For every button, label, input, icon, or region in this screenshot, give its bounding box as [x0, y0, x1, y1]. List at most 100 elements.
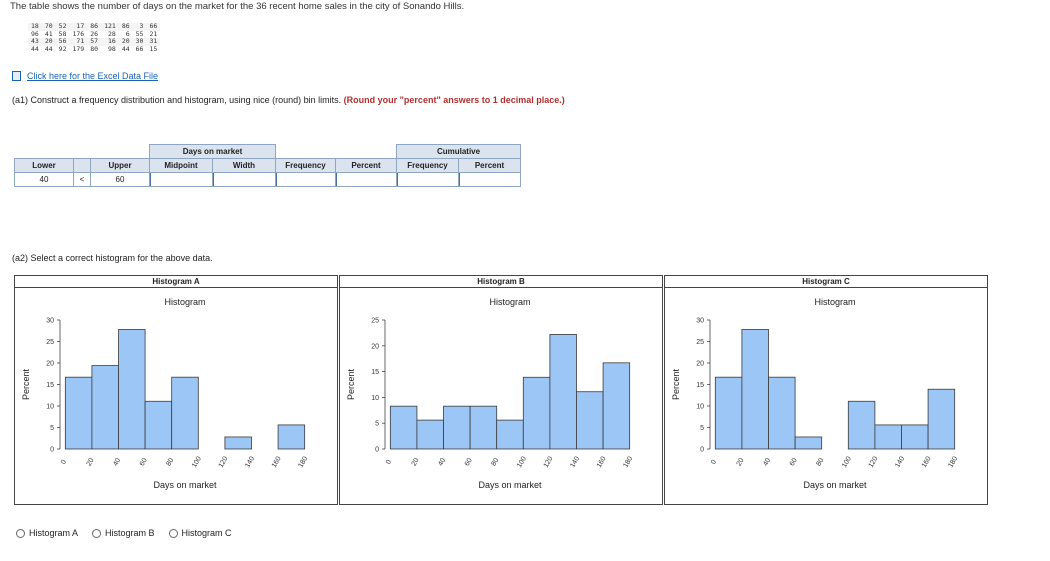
radio-icon[interactable]: [92, 528, 102, 538]
x-axis-label: Days on market: [153, 480, 217, 490]
intro-text: The table shows the number of days on th…: [10, 1, 465, 12]
y-tick-label: 20: [371, 343, 379, 350]
y-axis-label: Percent: [671, 368, 681, 400]
x-tick-label: 120: [868, 455, 880, 469]
header-lt: [73, 158, 91, 173]
histogram-c-panel: Histogram C Histogram Percent 0 5 10 15 20 25 30…: [664, 275, 988, 505]
histogram-bar: [224, 436, 252, 450]
raw-data-table: 18 70 52 17 86 121 86 3 66 96 41 58 176 26 28 6 55 21 43 20…: [28, 22, 161, 54]
histogram-bar: [901, 424, 929, 450]
y-tick-label: 5: [375, 421, 379, 428]
header-upper: Upper: [90, 158, 150, 173]
y-tick-label: 10: [371, 395, 379, 402]
cell-lower: 40: [14, 172, 74, 187]
cell-lt: <: [73, 172, 91, 187]
histogram-bar: [522, 376, 551, 450]
frequency-input[interactable]: [276, 173, 335, 186]
raw-data-cell: 80: [90, 44, 99, 53]
width-input[interactable]: [213, 173, 275, 186]
histogram-bar: [847, 400, 876, 450]
blank-header: [276, 145, 397, 159]
x-tick-label: 80: [165, 457, 175, 467]
histogram-bar: [118, 329, 146, 450]
histogram-bar: [927, 388, 956, 450]
radio-icon[interactable]: [16, 528, 25, 538]
raw-data-cell: 66: [146, 22, 161, 31]
x-tick-label: 140: [244, 455, 256, 469]
x-tick-label: 140: [894, 455, 906, 469]
midpoint-input[interactable]: [150, 173, 212, 186]
radio-icon[interactable]: [168, 528, 178, 538]
y-tick-label: 25: [371, 318, 379, 325]
option-histogram-c[interactable]: Histogram C: [168, 528, 232, 538]
histogram-bar: [389, 405, 418, 450]
x-tick-label: 0: [710, 459, 718, 466]
x-tick-label: 120: [218, 455, 230, 469]
x-tick-label: 20: [86, 457, 96, 467]
question-a2: (a2) Select a correct histogram for the …: [12, 253, 213, 263]
y-tick-label: 30: [46, 318, 54, 325]
y-tick-label: 0: [50, 447, 54, 454]
x-axis-label: Days on market: [803, 480, 867, 490]
raw-data-cell: 44: [44, 44, 53, 53]
percent-input[interactable]: [336, 173, 396, 186]
option-label: Histogram B: [105, 528, 155, 538]
histogram-bar: [171, 376, 199, 450]
y-tick-label: 0: [375, 447, 379, 454]
raw-data-cell: 15: [149, 44, 158, 53]
histogram-bar: [602, 362, 631, 450]
y-tick-label: 15: [371, 369, 379, 376]
x-tick-label: 180: [297, 455, 309, 469]
x-tick-label: 40: [112, 457, 122, 467]
raw-data-cell: 21: [149, 29, 158, 38]
raw-data-cell: 28: [107, 29, 116, 38]
histogram-bar: [768, 376, 796, 450]
histogram-bar: [496, 419, 524, 450]
x-tick-label: 0: [60, 459, 68, 466]
question-a1: (a1) Construct a frequency distribution …: [12, 95, 612, 105]
header-percent: Percent: [335, 158, 397, 173]
raw-data-cell: 96: [31, 29, 39, 38]
x-tick-label: 20: [736, 457, 746, 467]
raw-data-cell: 44: [121, 44, 130, 53]
x-tick-label: 60: [464, 457, 474, 467]
header-midpoint: Midpoint: [149, 158, 213, 173]
histogram-bar: [549, 334, 577, 450]
chart-title: Histogram: [814, 297, 855, 307]
option-histogram-a[interactable]: Histogram A: [16, 528, 78, 538]
raw-data-cell: 43: [28, 37, 42, 46]
histogram-a-panel: Histogram A Histogram Percent 0 5 10 15 20 25 30…: [14, 275, 338, 505]
raw-data-cell: 86: [118, 22, 133, 31]
y-tick-label: 10: [696, 404, 704, 411]
raw-data-row: 18 70 52 17 86 121 86 3 66: [28, 22, 161, 31]
excel-link[interactable]: Click here for the Excel Data File: [12, 71, 158, 81]
question-a1-text: (a1) Construct a frequency distribution …: [12, 95, 342, 105]
x-tick-label: 60: [139, 457, 149, 467]
x-tick-label: 0: [385, 459, 393, 466]
x-tick-label: 100: [191, 455, 203, 469]
header-frequency: Frequency: [275, 158, 336, 173]
x-tick-label: 40: [762, 457, 772, 467]
group-days-header: Days on market: [149, 144, 276, 159]
histogram-b-chart: Histogram Percent 0 5 10 15 20 25 0 20 40 60 80 100 12…: [346, 297, 634, 490]
y-tick-label: 25: [46, 339, 54, 346]
header-cum-frequency: Frequency: [396, 158, 459, 173]
x-tick-label: 180: [947, 455, 959, 469]
histogram-bar: [469, 405, 498, 450]
y-tick-label: 20: [46, 361, 54, 368]
x-tick-label: 100: [841, 455, 853, 469]
y-tick-label: 0: [700, 447, 704, 454]
raw-data-row: 44 44 92 179 80 98 44 66 15: [28, 44, 160, 54]
excel-file-icon: [12, 71, 21, 81]
cell-upper: 60: [90, 172, 150, 187]
option-label: Histogram A: [29, 528, 79, 538]
cum-percent-input[interactable]: [459, 173, 520, 186]
raw-data-cell: 31: [146, 37, 161, 46]
option-histogram-b[interactable]: Histogram B: [92, 528, 155, 538]
raw-data-cell: 66: [135, 44, 144, 53]
histogram-bar: [144, 400, 173, 450]
excel-link-text[interactable]: Click here for the Excel Data File: [27, 71, 159, 81]
raw-data-cell: 71: [69, 37, 88, 46]
cum-frequency-input[interactable]: [397, 173, 458, 186]
x-tick-label: 120: [543, 455, 555, 469]
